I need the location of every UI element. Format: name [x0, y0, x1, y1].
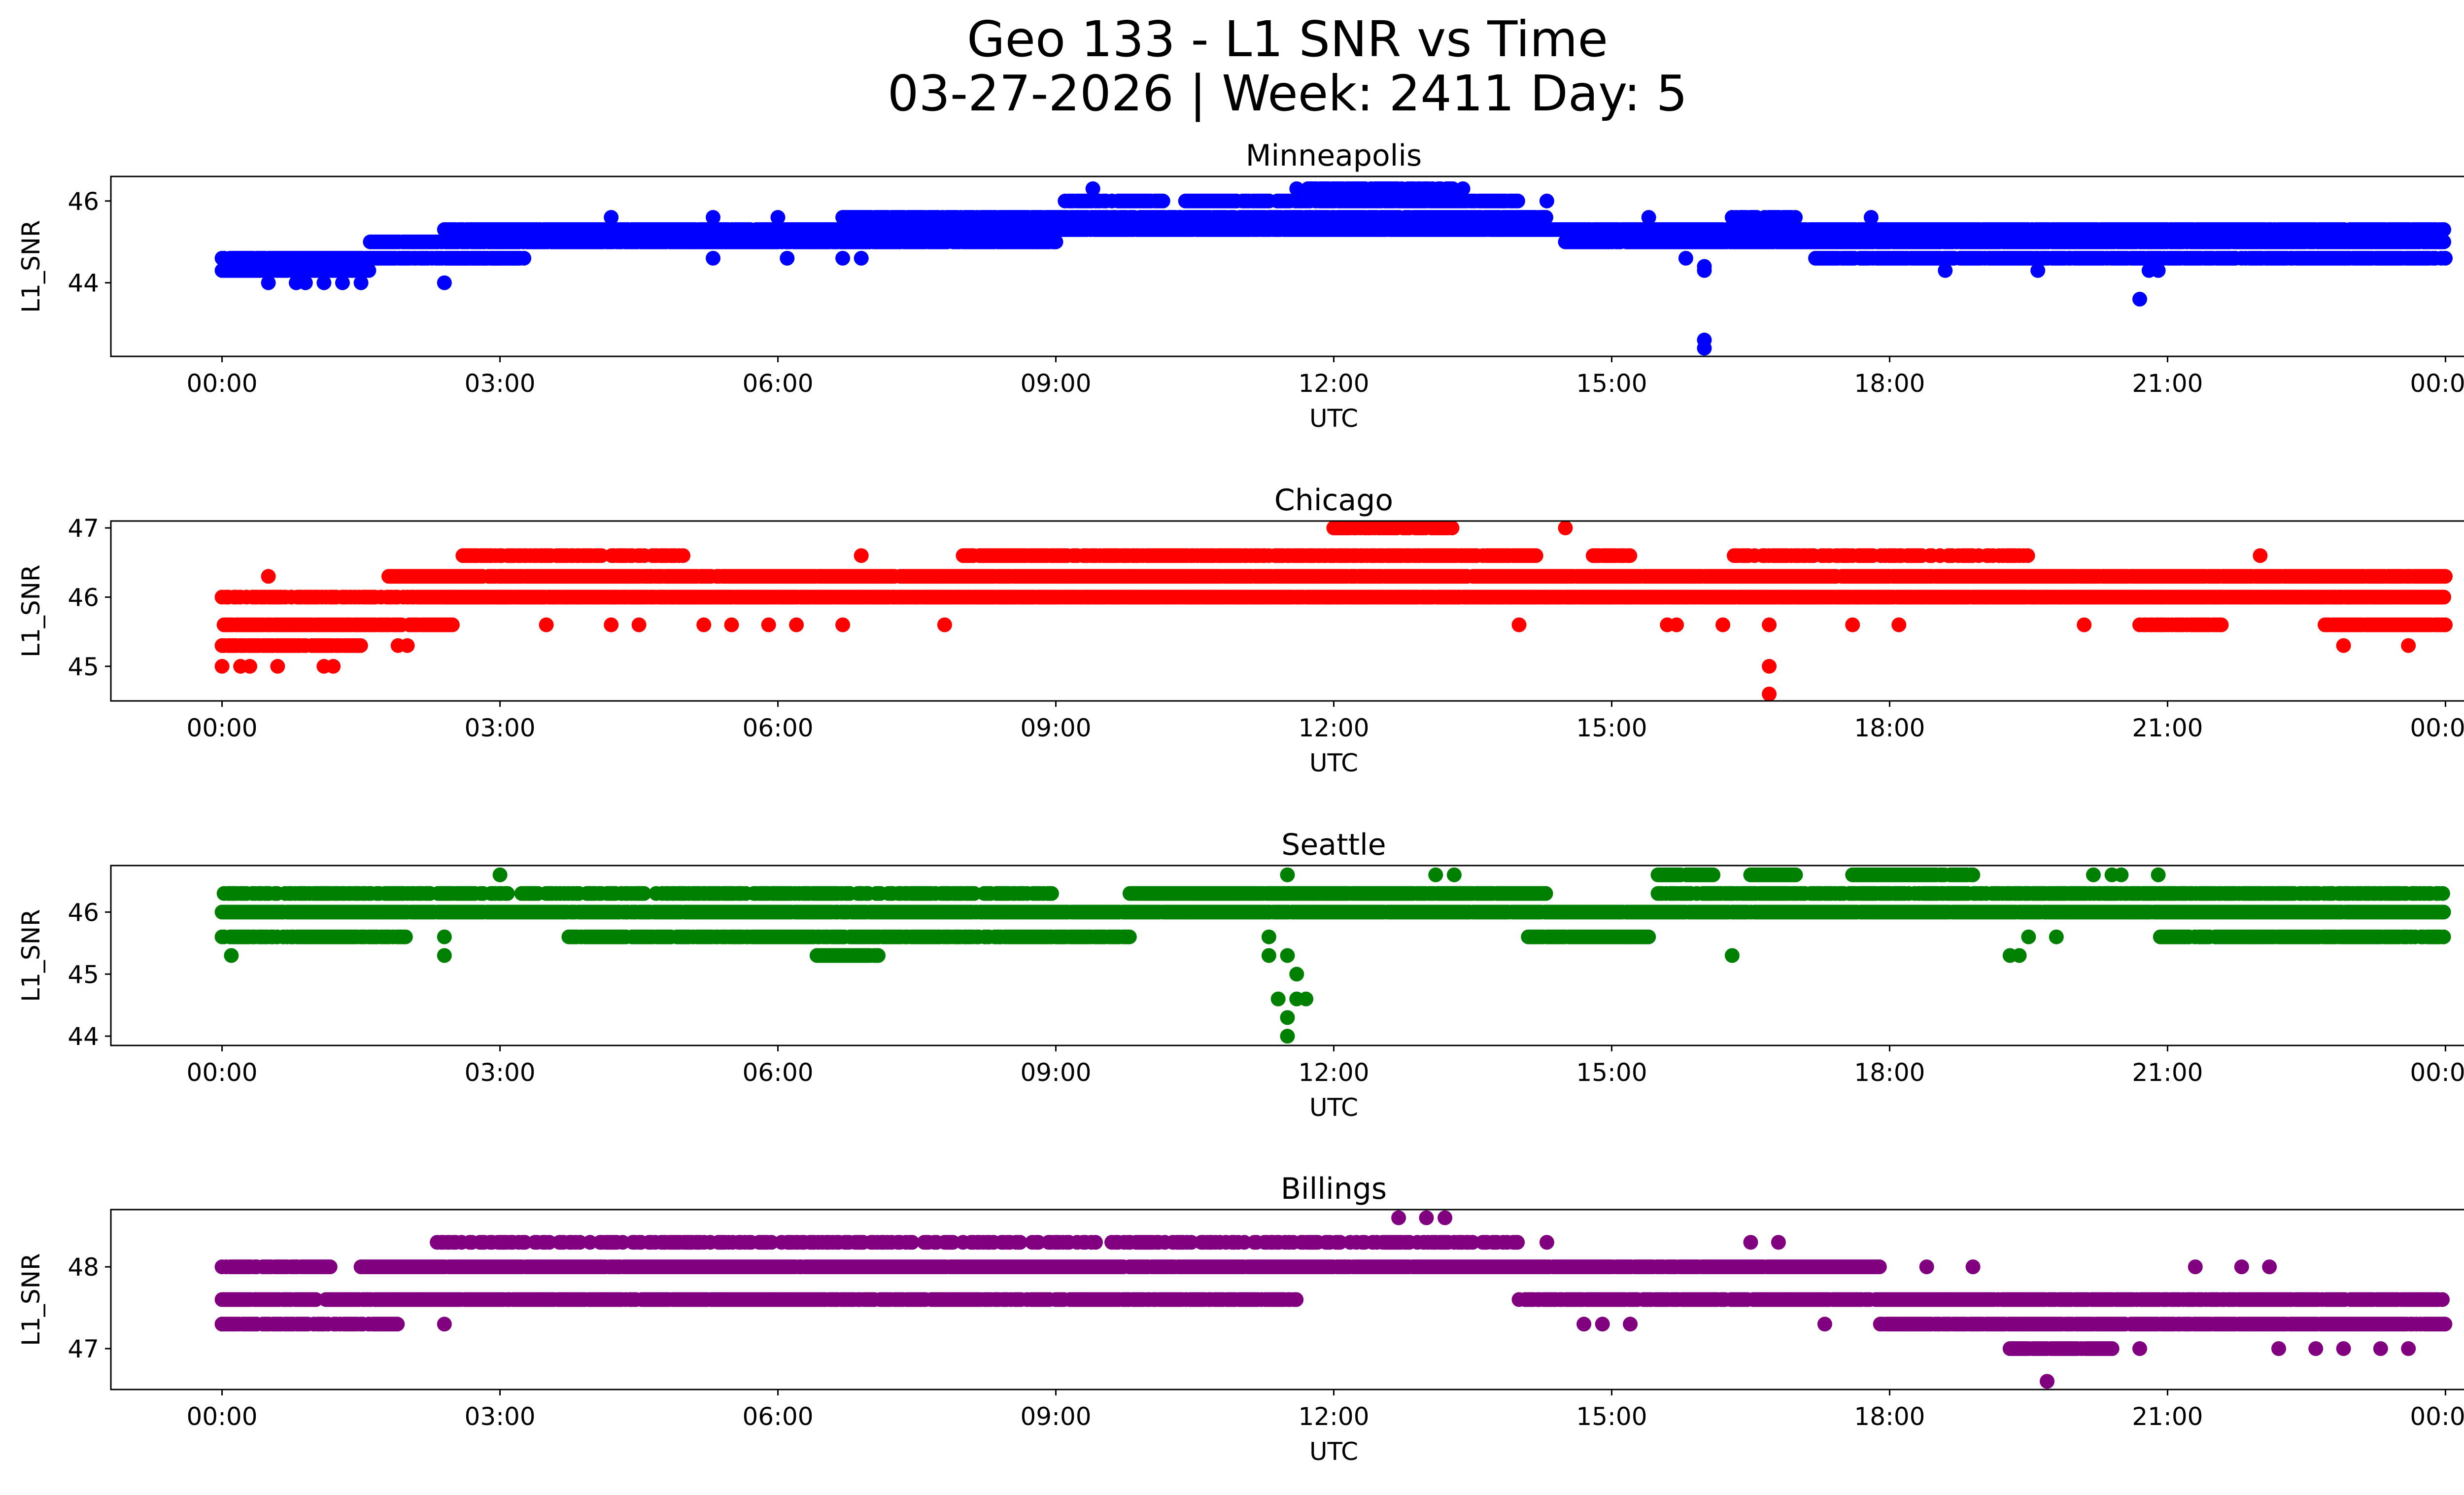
- y-axis-label: L1_SNR: [17, 220, 45, 313]
- data-point: [2436, 590, 2451, 605]
- data-point: [261, 275, 276, 290]
- data-point: [1445, 181, 1460, 196]
- x-tick-label: 00:00: [2410, 369, 2464, 398]
- x-tick-label: 15:00: [1576, 369, 1647, 398]
- data-point: [1510, 193, 1525, 209]
- data-point: [2132, 291, 2147, 307]
- figure-title: Geo 133 - L1 SNR vs Time: [967, 10, 1608, 68]
- data-point: [1788, 210, 1803, 225]
- y-tick-label: 44: [68, 269, 99, 298]
- data-point: [1641, 210, 1656, 225]
- subplot-chicago: 00:00 03:00 06:00 09:00 12:00 15:00 18:00 21:00…: [17, 483, 2464, 777]
- data-points: [214, 181, 2453, 356]
- data-point: [445, 617, 460, 632]
- figure-subtitle: 03-27-2026 | Week: 2411 Day: 5: [887, 65, 1688, 122]
- data-point: [835, 250, 851, 266]
- data-point: [706, 210, 720, 225]
- data-point: [1697, 341, 1712, 356]
- data-point: [1539, 210, 1553, 225]
- data-points: [214, 521, 2453, 701]
- subplot-minneapolis: 00:00 03:00 06:00 09:00 12:00 15:00 18:00 21:00…: [17, 139, 2464, 433]
- x-axis-label: UTC: [1309, 404, 1358, 433]
- y-tick-label: 46: [68, 187, 99, 216]
- data-point: [1678, 250, 1693, 266]
- x-tick-label: 03:00: [465, 369, 536, 398]
- data-point: [1539, 193, 1554, 209]
- data-point: [2438, 250, 2453, 266]
- data-point: [1155, 193, 1170, 209]
- data-point: [516, 250, 532, 266]
- data-point: [780, 250, 795, 266]
- data-point: [2151, 263, 2166, 278]
- data-point: [1307, 210, 1323, 225]
- x-tick-label: 21:00: [2132, 369, 2203, 398]
- data-point: [854, 250, 869, 266]
- data-point: [1363, 210, 1378, 225]
- data-point: [2436, 222, 2451, 237]
- x-tick-label: 12:00: [1298, 369, 1369, 398]
- data-point: [1938, 263, 1953, 278]
- data-point: [1085, 181, 1100, 196]
- data-point: [353, 275, 369, 290]
- data-point: [1029, 234, 1045, 249]
- data-point: [706, 250, 720, 266]
- data-point: [2436, 234, 2451, 249]
- data-point: [316, 275, 332, 290]
- data-point: [298, 275, 313, 290]
- data-point: [604, 210, 619, 225]
- data-point: [1697, 259, 1712, 274]
- data-point: [2030, 263, 2046, 278]
- x-tick-label: 18:00: [1854, 369, 1925, 398]
- subplot-title: Minneapolis: [1246, 139, 1422, 173]
- data-point: [1289, 181, 1304, 196]
- data-point: [335, 275, 350, 290]
- data-point: [353, 638, 368, 653]
- x-tick-label: 06:00: [742, 369, 813, 398]
- data-point: [437, 275, 452, 290]
- data-point: [1455, 181, 1471, 196]
- data-point: [361, 263, 376, 278]
- x-tick-label: 09:00: [1020, 369, 1091, 398]
- data-point: [770, 210, 786, 225]
- data-point: [1863, 210, 1879, 225]
- data-point: [1048, 234, 1063, 249]
- x-tick-label: 00:00: [187, 369, 258, 398]
